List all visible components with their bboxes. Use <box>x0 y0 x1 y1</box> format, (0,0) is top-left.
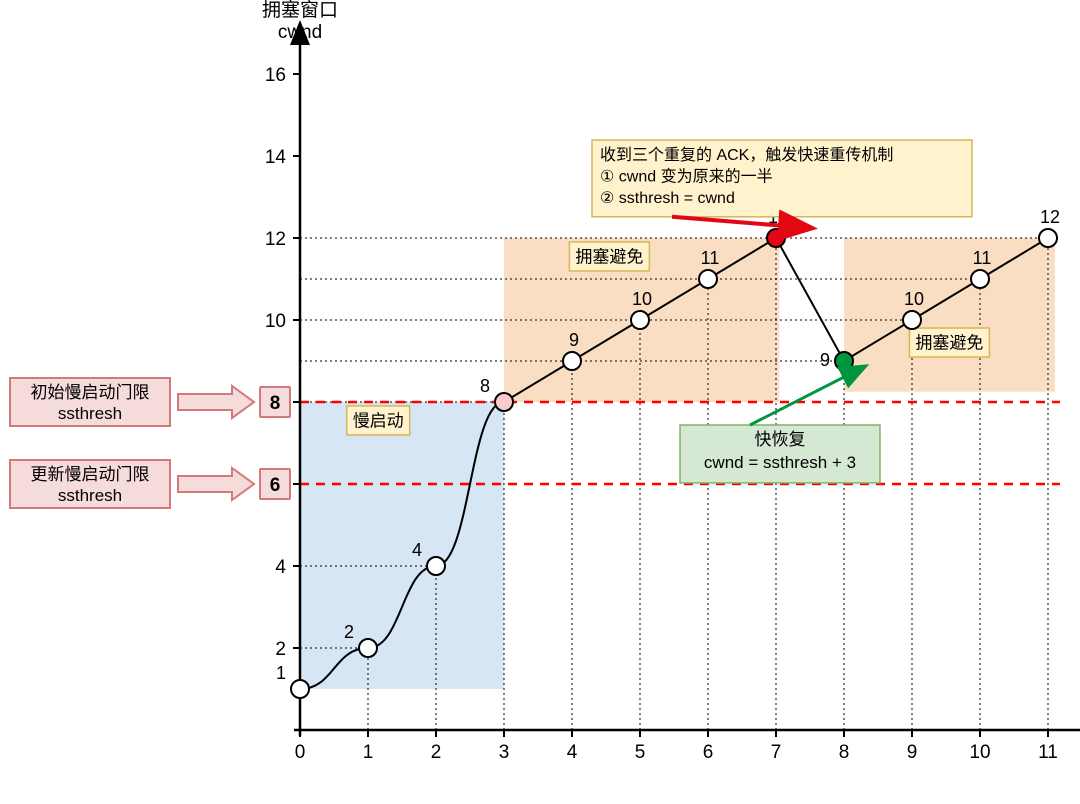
point-label: 11 <box>701 248 720 268</box>
x-tick-label: 7 <box>771 742 782 763</box>
data-point <box>699 270 717 288</box>
y-tick-label: 8 <box>270 393 281 414</box>
point-label: 10 <box>904 289 924 309</box>
point-label: 9 <box>569 330 579 350</box>
y-tick-label: 2 <box>275 639 286 660</box>
x-tick-label: 10 <box>969 742 990 763</box>
callout-text: ② ssthresh = cwnd <box>600 190 735 207</box>
data-point <box>563 352 581 370</box>
x-tick-label: 9 <box>907 742 918 763</box>
data-point <box>495 393 513 411</box>
x-tick-label: 0 <box>295 742 306 763</box>
point-label: 10 <box>632 289 652 309</box>
data-point <box>427 557 445 575</box>
data-point <box>1039 229 1057 247</box>
region-slow-start <box>300 402 504 689</box>
x-tick-label: 4 <box>567 742 578 763</box>
point-label: 11 <box>973 248 992 268</box>
x-tick-label: 1 <box>363 742 374 763</box>
y-tick-label: 14 <box>265 147 287 168</box>
region-label: 慢启动 <box>353 410 404 430</box>
side-label-text: ssthresh <box>58 404 122 423</box>
data-point <box>767 229 785 247</box>
side-label-text: 初始慢启动门限 <box>31 382 150 402</box>
data-point <box>835 352 853 370</box>
side-label-text: ssthresh <box>58 486 122 505</box>
data-point <box>291 680 309 698</box>
y-tick-label: 16 <box>265 65 286 86</box>
x-tick-label: 2 <box>431 742 442 763</box>
callout-text: cwnd = ssthresh + 3 <box>704 453 856 472</box>
x-tick-label: 6 <box>703 742 714 763</box>
y-tick-label: 4 <box>275 557 286 578</box>
x-tick-label: 3 <box>499 742 510 763</box>
point-label: 4 <box>412 540 422 560</box>
callout-text: 收到三个重复的 ACK，触发快速重传机制 <box>600 146 893 164</box>
data-point <box>631 311 649 329</box>
x-tick-label: 5 <box>635 742 646 763</box>
y-axis-title: 拥塞窗口 <box>262 0 338 21</box>
point-label: 1 <box>276 663 286 683</box>
x-tick-label: 8 <box>839 742 850 763</box>
region-label: 拥塞避免 <box>575 247 643 266</box>
data-point <box>903 311 921 329</box>
data-point <box>971 270 989 288</box>
y-tick-label: 6 <box>270 475 281 496</box>
region-cong-avoid-2 <box>844 238 1055 392</box>
point-label: 12 <box>1040 207 1060 227</box>
point-label: 8 <box>480 376 490 396</box>
y-tick-label: 10 <box>265 311 286 332</box>
tcp-congestion-chart: 01234567891011246810121416拥塞窗口cwnd轮次慢启动拥… <box>0 0 1080 804</box>
callout-text: ① cwnd 变为原来的一半 <box>600 168 773 186</box>
block-arrow <box>178 468 254 500</box>
callout-text: 快恢复 <box>755 430 806 449</box>
y-axis-title: cwnd <box>278 22 322 43</box>
x-tick-label: 11 <box>1038 742 1058 763</box>
point-label: 2 <box>344 622 354 642</box>
side-label-text: 更新慢启动门限 <box>31 464 150 484</box>
block-arrow <box>178 386 254 418</box>
y-tick-label: 12 <box>265 229 286 250</box>
point-label: 9 <box>820 350 830 370</box>
data-point <box>359 639 377 657</box>
region-label: 拥塞避免 <box>915 334 983 353</box>
